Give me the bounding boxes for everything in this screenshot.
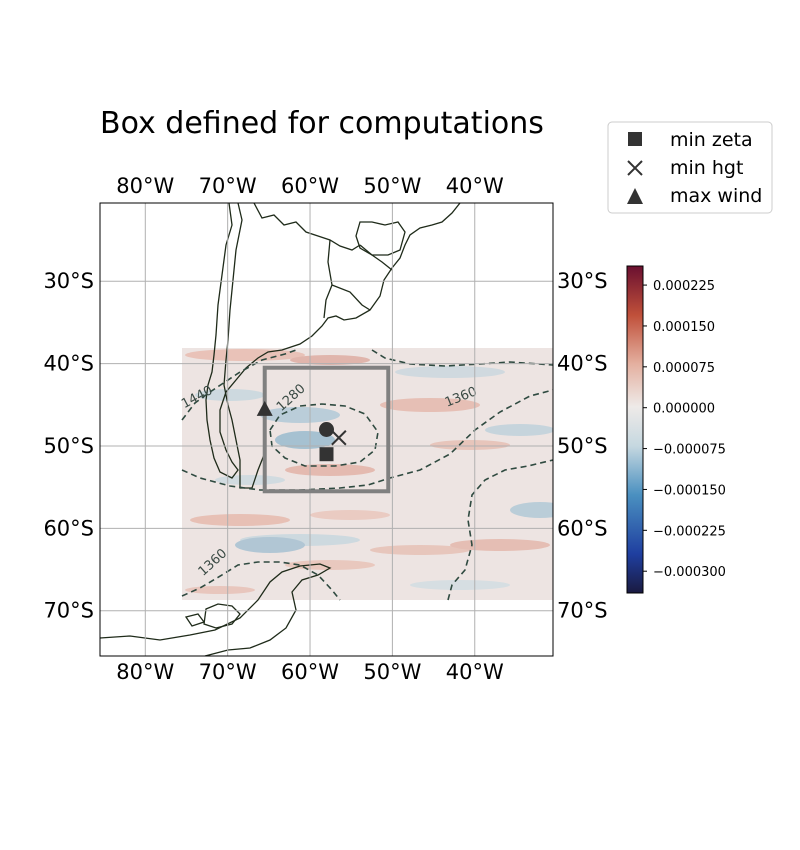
min-zeta-marker [319,447,334,462]
lat-tick-label-left: 30°S [43,269,94,293]
min-hgt-marker [331,430,347,446]
colorbar-tick-label: 0.000075 [653,361,715,376]
lat-tick-label-left: 70°S [43,599,94,623]
lat-tick-label-right: 60°S [557,516,608,540]
max-wind-marker [256,400,273,416]
colorbar-tick-label: 0.000000 [653,402,715,417]
lat-tick-label-right: 30°S [557,269,608,293]
lat-tick-label-left: 50°S [43,434,94,458]
lat-tick-label-left: 40°S [43,352,94,376]
colorbar-tick-label: −0.000300 [653,565,726,580]
colorbar-tick-label: 0.000225 [653,279,715,294]
lat-tick-label-left: 60°S [43,516,94,540]
computation-box [262,365,391,494]
lon-tick-label-top: 80°W [116,174,174,198]
lat-tick-label-right: 50°S [557,434,608,458]
legend-frame [607,121,773,214]
legend-triangle-icon [627,188,643,204]
colorbar-tick-label: −0.000075 [653,443,726,458]
lon-tick-label-bottom: 80°W [116,660,174,684]
colorbar: 0.000225 0.000150 0.000075 0.000000 −0.00007… [626,265,726,594]
colorbar-tick-label: 0.000150 [653,320,715,335]
legend: min zeta min hgt max wind [607,121,773,214]
chart-title: Box defined for computations [100,106,544,141]
legend-x-icon [627,160,643,176]
colorbar-tick-label: −0.000225 [653,524,726,539]
lon-tick-label-bottom: 40°W [446,660,504,684]
lon-tick-label-top: 50°W [363,174,421,198]
lon-tick-label-bottom: 70°W [199,660,257,684]
coastlines [100,203,461,656]
legend-label-max-wind: max wind [670,185,762,207]
map-frame [99,202,554,657]
gridlines [100,203,553,656]
lat-tick-label-right: 40°S [557,352,608,376]
legend-label-min-zeta: min zeta [670,129,753,151]
lon-tick-label-top: 70°W [199,174,257,198]
circle-marker [319,422,334,437]
lon-tick-label-top: 60°W [281,174,339,198]
geopotential-contours [181,349,553,601]
legend-label-min-hgt: min hgt [670,157,743,179]
lat-tick-label-right: 70°S [557,599,608,623]
lon-tick-label-bottom: 60°W [281,660,339,684]
lon-tick-label-bottom: 50°W [363,660,421,684]
legend-square-icon [628,132,642,146]
lon-tick-label-top: 40°W [446,174,504,198]
colorbar-tick-label: −0.000150 [653,483,726,498]
colorbar-gradient [626,265,644,594]
